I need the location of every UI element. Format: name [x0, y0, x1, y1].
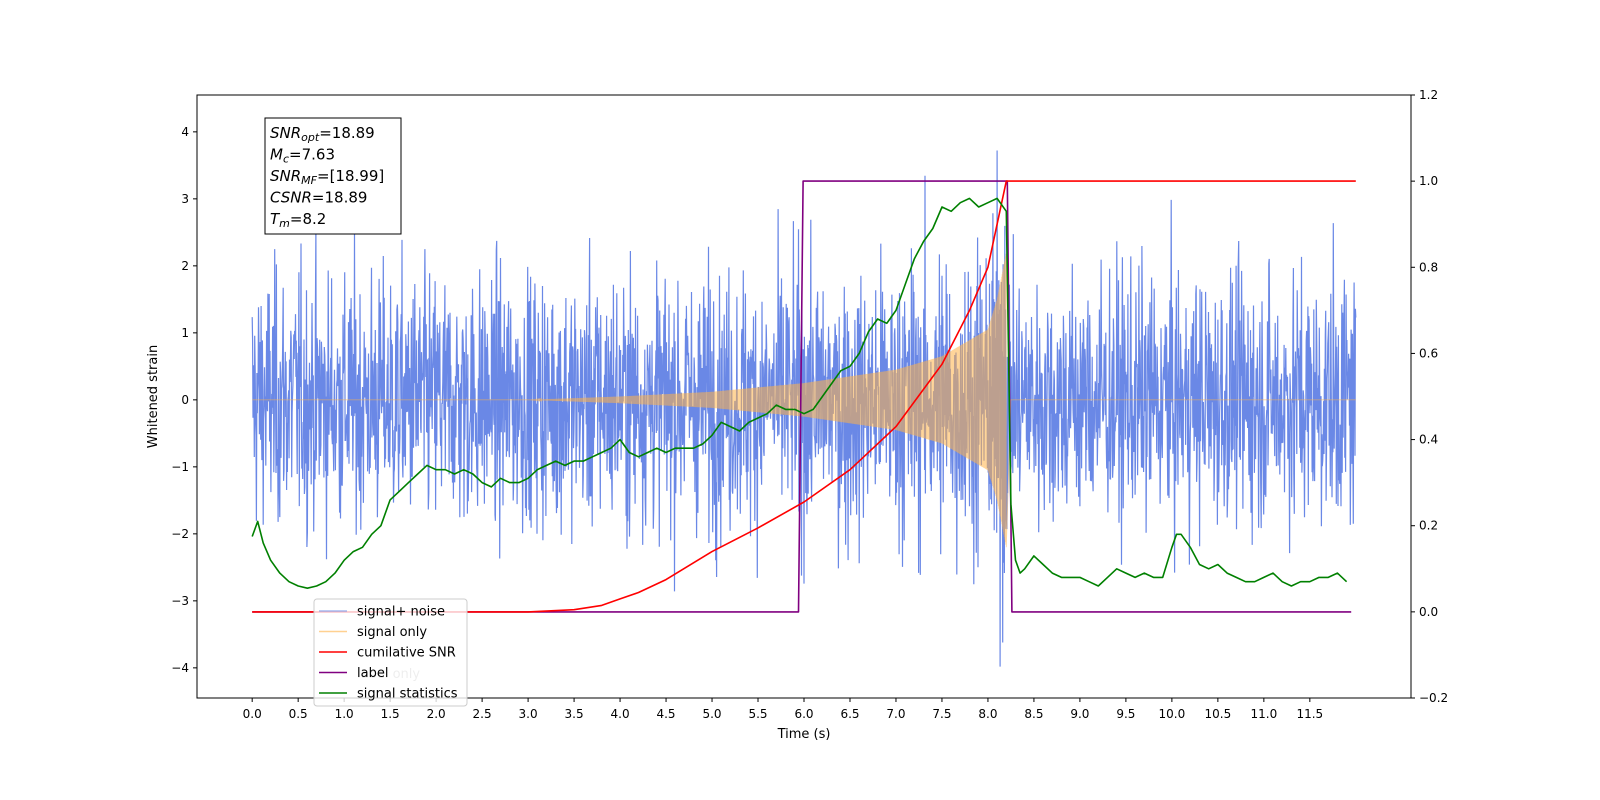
x-tick-label: 1.5 — [381, 707, 400, 721]
annotation-value: =8.2 — [290, 210, 326, 228]
x-tick-label: 9.0 — [1070, 707, 1089, 721]
signal-only-line — [252, 253, 1356, 548]
annotation-line: Mc=7.63 — [270, 146, 335, 166]
annotation-subscript: MF — [301, 174, 317, 187]
y2-tick-label: 0.8 — [1419, 260, 1438, 274]
y-tick-label: 3 — [181, 192, 189, 206]
x-tick-label: 11.5 — [1296, 707, 1323, 721]
annotation-line: SNRMF=[18.99] — [270, 167, 384, 187]
series-lines — [251, 180, 1356, 613]
x-tick-label: 8.5 — [1024, 707, 1043, 721]
signal-noise-line — [251, 150, 1357, 667]
y2-tick-label: 0.2 — [1419, 519, 1438, 533]
y2-tick-label: 0.4 — [1419, 433, 1438, 447]
x-tick-label: 1.0 — [335, 707, 354, 721]
y-tick-label: −2 — [171, 527, 189, 541]
x-tick-label: 6.0 — [794, 707, 813, 721]
legend-label: signal statistics — [357, 687, 458, 702]
y2-tick-label: 0.6 — [1419, 346, 1438, 360]
y-tick-label: −4 — [171, 661, 189, 675]
x-tick-label: 3.0 — [519, 707, 538, 721]
y-tick-label: 1 — [181, 326, 189, 340]
annotation-symbol: SNR — [270, 167, 301, 185]
y-tick-label: 4 — [181, 125, 189, 139]
label-line — [252, 180, 1352, 613]
x-tick-label: 10.0 — [1159, 707, 1186, 721]
x-tick-label: 7.0 — [886, 707, 905, 721]
annotation-subscript: c — [283, 153, 289, 166]
y-tick-label: −3 — [171, 594, 189, 608]
x-tick-label: 5.5 — [748, 707, 767, 721]
annotation-subscript: opt — [301, 131, 320, 144]
y-tick-label: 2 — [181, 259, 189, 273]
x-tick-label: 4.5 — [656, 707, 675, 721]
annotation-symbol: CSNR — [270, 189, 312, 207]
y2-tick-label: 0.0 — [1419, 605, 1438, 619]
series-signal-only — [252, 253, 1356, 548]
y2-tick-label: 1.2 — [1419, 88, 1438, 102]
y2-tick-label: 1.0 — [1419, 174, 1438, 188]
legend-label: signal only — [357, 625, 427, 640]
annotation-subscript: m — [279, 217, 290, 230]
legend-label: signal+ noise — [357, 605, 445, 620]
x-tick-label: 6.5 — [840, 707, 859, 721]
annotation-line: CSNR=18.89 — [270, 189, 367, 207]
y-axis-label: Whitened strain — [146, 345, 161, 448]
x-tick-label: 5.0 — [702, 707, 721, 721]
x-tick-label: 0.5 — [289, 707, 308, 721]
x-tick-label: 7.5 — [932, 707, 951, 721]
x-tick-label: 0.0 — [243, 707, 262, 721]
y-tick-label: −1 — [171, 460, 189, 474]
annotation-box: SNRopt=18.89Mc=7.63SNRMF=[18.99]CSNR=18.… — [264, 117, 402, 235]
legend-label: cumilative SNR — [357, 646, 456, 661]
x-tick-label: 4.0 — [611, 707, 630, 721]
annotation-value: =18.89 — [319, 124, 375, 142]
annotation-value: =18.89 — [312, 189, 368, 207]
annotation-line: SNRopt=18.89 — [270, 124, 375, 144]
x-tick-label: 8.0 — [978, 707, 997, 721]
x-tick-label: 9.5 — [1116, 707, 1135, 721]
legend: label onlysignal statisticssignal+ noise… — [313, 598, 468, 707]
annotation-frame — [264, 117, 402, 235]
y2-tick-label: −0.2 — [1419, 691, 1448, 705]
annotation-value: =7.63 — [289, 146, 335, 164]
x-tick-label: 3.5 — [565, 707, 584, 721]
x-tick-label: 11.0 — [1250, 707, 1277, 721]
x-tick-label: 2.0 — [427, 707, 446, 721]
x-tick-label: 10.5 — [1205, 707, 1232, 721]
annotation-symbol: SNR — [270, 124, 301, 142]
series-signal-noise — [251, 150, 1357, 667]
axes: 0.0 0.5 1.0 1.5 2.0 2.5 3.0 3.5 4.0 4.5 5.0 5.5 6.0 6… — [146, 88, 1448, 742]
annotation-line: Tm=8.2 — [270, 210, 326, 230]
legend-frame — [313, 598, 468, 707]
annotation-symbol: T — [270, 210, 281, 228]
annotation-value: =[18.99] — [317, 167, 384, 185]
legend-label: label — [357, 666, 388, 681]
cumilative-snr-line — [252, 180, 1356, 613]
annotation-symbol: M — [270, 146, 283, 164]
x-axis-label: Time (s) — [777, 727, 831, 742]
x-tick-label: 2.5 — [473, 707, 492, 721]
y-tick-label: 0 — [181, 393, 189, 407]
signal-statistics-line — [251, 197, 1348, 589]
